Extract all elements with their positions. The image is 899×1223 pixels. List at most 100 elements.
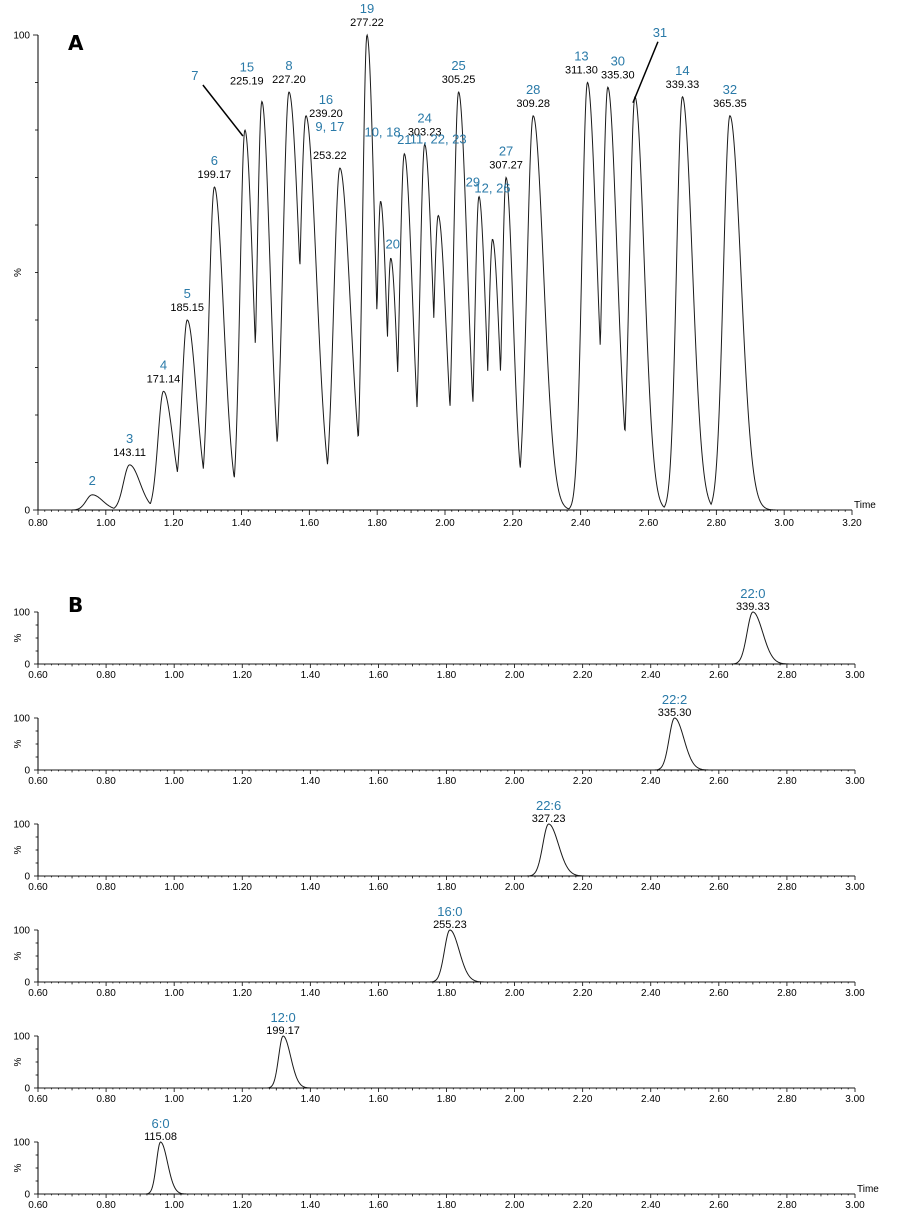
series-mz-label: 255.23 bbox=[433, 919, 467, 931]
x-tick-label: 2.80 bbox=[777, 988, 797, 999]
peak-label: 32 bbox=[723, 82, 737, 97]
peak-label: 2 bbox=[89, 473, 96, 488]
chromatogram-panel-a: A 0.80 1.00 1.20 1.40 1.60 1.80 2.00 2.20 2.40 2.… bbox=[13, 1, 876, 529]
x-tick-label: 0.60 bbox=[28, 670, 48, 681]
x-tick-label: 1.20 bbox=[233, 1200, 253, 1211]
x-tick-label: 2.40 bbox=[641, 670, 661, 681]
x-tick-label: 1.80 bbox=[437, 670, 457, 681]
y-tick-label-100: 100 bbox=[13, 31, 30, 42]
y-axis-label: % bbox=[13, 633, 24, 642]
peak-mz-label: 335.30 bbox=[601, 69, 635, 81]
chromatogram-subpanel: 0.60 0.80 1.00 1.20 1.40 1.60 1.80 2.00 2.20 2.40… bbox=[13, 904, 865, 999]
x-tick-label: 3.00 bbox=[845, 1200, 865, 1211]
y-tick-label-0: 0 bbox=[24, 872, 30, 883]
y-tick-label-100: 100 bbox=[13, 820, 30, 831]
peak-mz-label: 253.22 bbox=[313, 150, 347, 162]
peak-mz-label: 339.33 bbox=[666, 79, 700, 91]
peak-label: 20 bbox=[385, 236, 399, 251]
x-tick-label: 0.60 bbox=[28, 988, 48, 999]
peak-label: 15 bbox=[240, 60, 254, 75]
x-tick-label: 3.20 bbox=[842, 518, 862, 529]
x-tick-label: 1.60 bbox=[369, 1094, 389, 1105]
x-tick-label: 1.00 bbox=[164, 1094, 184, 1105]
peak-label: 9, 17 bbox=[315, 119, 344, 134]
x-tick-label: 1.60 bbox=[369, 882, 389, 893]
x-tick-label: 2.80 bbox=[777, 1094, 797, 1105]
peak-mz-label: 171.14 bbox=[147, 373, 181, 385]
x-tick-label: 0.80 bbox=[96, 776, 116, 787]
y-axis-label: % bbox=[13, 1057, 24, 1066]
peak-label: 10, 18 bbox=[364, 124, 400, 139]
chromatogram-trace-a bbox=[38, 33, 852, 511]
x-tick-label: 1.20 bbox=[164, 518, 184, 529]
chromatogram-trace-b bbox=[38, 823, 855, 877]
x-tick-label: 2.80 bbox=[707, 518, 727, 529]
x-tick-label: 1.80 bbox=[437, 776, 457, 787]
x-tick-label: 2.80 bbox=[777, 670, 797, 681]
peak-label: 24 bbox=[417, 110, 431, 125]
x-tick-label: 3.00 bbox=[774, 518, 794, 529]
x-axis-label: Time bbox=[857, 1184, 879, 1195]
x-tick-label: 2.20 bbox=[503, 518, 523, 529]
peak-label: 11, 22, 23 bbox=[410, 132, 467, 147]
x-tick-label: 1.40 bbox=[301, 988, 321, 999]
x-tick-label: 2.20 bbox=[573, 670, 593, 681]
x-tick-label: 2.40 bbox=[641, 776, 661, 787]
peak-mz-label: 239.20 bbox=[309, 108, 343, 120]
x-tick-label: 0.60 bbox=[28, 776, 48, 787]
x-tick-label: 0.80 bbox=[96, 1094, 116, 1105]
x-tick-label: 2.20 bbox=[573, 988, 593, 999]
chromatogram-trace-b bbox=[38, 929, 855, 983]
x-tick-label: 1.80 bbox=[437, 1094, 457, 1105]
x-tick-label: 1.60 bbox=[369, 776, 389, 787]
peak-mz-label: 185.15 bbox=[170, 302, 204, 314]
chromatogram-subpanel: 0.60 0.80 1.00 1.20 1.40 1.60 1.80 2.00 2.20 2.40… bbox=[13, 1116, 879, 1211]
y-axis-label: % bbox=[13, 739, 24, 748]
x-tick-label: 1.20 bbox=[233, 882, 253, 893]
x-tick-label: 2.00 bbox=[505, 670, 525, 681]
peak-label: 8 bbox=[285, 58, 292, 73]
chromatogram-trace-b bbox=[38, 611, 855, 665]
panel-b-label: B bbox=[68, 593, 83, 617]
x-tick-label: 1.20 bbox=[233, 670, 253, 681]
peak-mz-label: 227.20 bbox=[272, 74, 306, 86]
y-tick-label-0: 0 bbox=[24, 506, 30, 517]
x-tick-label: 1.00 bbox=[164, 670, 184, 681]
x-tick-label: 0.80 bbox=[96, 988, 116, 999]
peak-mz-label: 303.23 bbox=[408, 126, 442, 138]
x-tick-label: 2.00 bbox=[505, 776, 525, 787]
x-tick-label: 1.00 bbox=[96, 518, 116, 529]
x-tick-label: 2.60 bbox=[709, 882, 729, 893]
x-tick-label: 2.60 bbox=[709, 670, 729, 681]
x-tick-label: 1.20 bbox=[233, 776, 253, 787]
y-axis-label: % bbox=[13, 1163, 24, 1172]
y-tick-label-0: 0 bbox=[24, 978, 30, 989]
x-tick-label: 1.60 bbox=[300, 518, 320, 529]
x-tick-label: 1.60 bbox=[369, 670, 389, 681]
peak-leader-line bbox=[202, 84, 244, 137]
x-tick-label: 2.20 bbox=[573, 1200, 593, 1211]
chromatogram-subpanel: 0.60 0.80 1.00 1.20 1.40 1.60 1.80 2.00 2.20 2.40… bbox=[13, 586, 865, 681]
x-tick-label: 0.80 bbox=[96, 1200, 116, 1211]
x-tick-label: 0.60 bbox=[28, 1200, 48, 1211]
peak-mz-label: 199.17 bbox=[198, 169, 232, 181]
series-mz-label: 115.08 bbox=[144, 1131, 177, 1143]
chromatogram-trace-b bbox=[38, 717, 855, 771]
x-tick-label: 1.80 bbox=[437, 1200, 457, 1211]
x-tick-label: 1.20 bbox=[233, 988, 253, 999]
x-tick-label: 1.60 bbox=[369, 1200, 389, 1211]
peak-label: 25 bbox=[451, 58, 465, 73]
y-tick-label-100: 100 bbox=[13, 714, 30, 725]
peak-label: 16 bbox=[319, 92, 333, 107]
x-tick-label: 1.00 bbox=[164, 776, 184, 787]
x-tick-label: 1.40 bbox=[232, 518, 252, 529]
peak-label: 4 bbox=[160, 357, 167, 372]
x-tick-label: 2.80 bbox=[777, 882, 797, 893]
x-tick-label: 2.60 bbox=[709, 776, 729, 787]
x-tick-label: 3.00 bbox=[845, 1094, 865, 1105]
peak-leader-line bbox=[632, 41, 659, 104]
peak-mz-label: 277.22 bbox=[350, 17, 384, 29]
series-name-label: 16:0 bbox=[437, 904, 462, 919]
x-tick-label: 1.40 bbox=[301, 882, 321, 893]
x-tick-label: 2.40 bbox=[641, 988, 661, 999]
